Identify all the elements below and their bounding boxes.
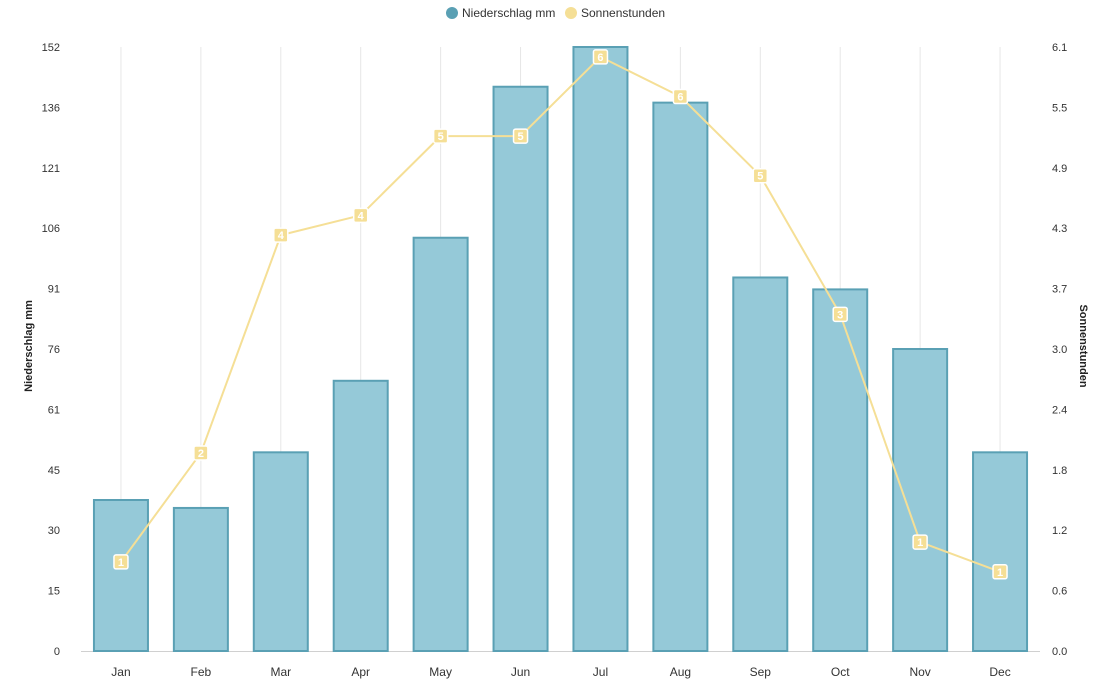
legend: Niederschlag mm Sonnenstunden	[446, 6, 665, 20]
point-label: 2	[198, 448, 204, 460]
bar	[332, 379, 389, 652]
y2-tick-label: 2.4	[1052, 404, 1067, 416]
legend-label-sonnenstunden: Sonnenstunden	[581, 6, 665, 20]
line-path	[120, 55, 1001, 573]
point-label: 5	[438, 131, 444, 143]
x-tick-label: Mar	[270, 665, 291, 679]
x-tick-label: Jul	[593, 665, 608, 679]
y-tick-label: 76	[48, 344, 60, 356]
line-point	[912, 534, 928, 550]
bar	[812, 288, 869, 652]
x-tick-label: Sep	[750, 665, 772, 679]
point-label: 5	[757, 171, 763, 183]
line-point	[672, 88, 689, 105]
bar	[412, 236, 469, 652]
y-tick-label: 91	[48, 284, 60, 296]
y-axis-left: 0 15 30 45 61 76 91 106 121 136 152	[42, 42, 60, 658]
line-point	[193, 445, 209, 461]
line-point	[832, 306, 848, 323]
y2-tick-label: 1.8	[1052, 465, 1067, 477]
legend-item-niederschlag[interactable]: Niederschlag mm	[446, 6, 555, 20]
bar	[652, 101, 709, 652]
point-label: 1	[118, 557, 124, 569]
y-tick-label: 45	[48, 465, 60, 477]
bar	[252, 451, 309, 652]
y-tick-label: 106	[42, 223, 60, 235]
y2-tick-label: 3.7	[1052, 284, 1067, 296]
x-tick-label: Oct	[831, 665, 850, 679]
point-label: 1	[917, 537, 923, 549]
line-point	[113, 554, 129, 570]
bar	[572, 46, 629, 652]
y-tick-label: 121	[42, 163, 60, 175]
point-label: 6	[597, 52, 603, 64]
y2-tick-label: 5.5	[1052, 102, 1067, 114]
legend-item-sonnenstunden[interactable]: Sonnenstunden	[565, 6, 665, 20]
bar	[892, 348, 949, 652]
point-label: 4	[278, 230, 285, 242]
bar	[732, 276, 789, 652]
y-tick-label: 152	[42, 42, 60, 54]
bar	[172, 506, 229, 652]
point-label: 3	[837, 309, 843, 321]
y2-tick-label: 6.1	[1052, 42, 1067, 54]
y-tick-label: 30	[48, 525, 60, 537]
legend-swatch-sonnenstunden	[565, 7, 577, 19]
y2-tick-label: 4.3	[1052, 223, 1067, 235]
x-tick-label: Jan	[111, 665, 130, 679]
y2-axis-title: Sonnenstunden	[1077, 304, 1089, 387]
y2-tick-label: 4.9	[1052, 163, 1067, 175]
line-series: 1 2 4 4 5 5 6 6 5 3 1 1	[113, 49, 1008, 580]
y2-tick-label: 0.0	[1052, 646, 1067, 658]
line-point	[352, 207, 369, 224]
x-tick-label: Aug	[670, 665, 691, 679]
bar	[492, 85, 549, 653]
y2-tick-label: 0.6	[1052, 586, 1067, 598]
point-label: 4	[358, 210, 365, 222]
line-point	[432, 128, 449, 144]
y-axis-right: 0.0 0.6 1.2 1.8 2.4 3.0 3.7 4.3 4.9 5.5 6.1	[1052, 42, 1067, 658]
x-tick-label: Jun	[511, 665, 530, 679]
y-axis-title: Niederschlag mm	[23, 300, 35, 392]
x-tick-label: Apr	[351, 665, 370, 679]
line-point	[273, 227, 289, 243]
bar	[92, 499, 149, 652]
line-point	[592, 49, 609, 65]
point-label: 1	[997, 567, 1003, 579]
x-tick-label: Nov	[909, 665, 930, 679]
point-label: 5	[517, 131, 523, 143]
y2-tick-label: 1.2	[1052, 525, 1067, 537]
y-tick-label: 0	[54, 646, 60, 658]
bar-series	[92, 46, 1029, 653]
x-tick-label: May	[429, 665, 452, 679]
x-tick-label: Dec	[989, 665, 1010, 679]
y-tick-label: 15	[48, 586, 60, 598]
line-point	[752, 167, 769, 184]
legend-swatch-niederschlag	[446, 7, 458, 19]
y-tick-label: 61	[48, 404, 60, 416]
x-axis: Jan Feb Mar Apr May Jun Jul Aug Sep Oct Nov Dec	[111, 665, 1010, 679]
x-tick-label: Feb	[191, 665, 212, 679]
bar	[972, 451, 1029, 652]
line-point	[512, 128, 529, 144]
legend-label-niederschlag: Niederschlag mm	[462, 6, 555, 20]
y-tick-label: 136	[42, 102, 60, 114]
point-label: 6	[677, 92, 683, 104]
line-point	[992, 564, 1008, 580]
y2-tick-label: 3.0	[1052, 344, 1067, 356]
